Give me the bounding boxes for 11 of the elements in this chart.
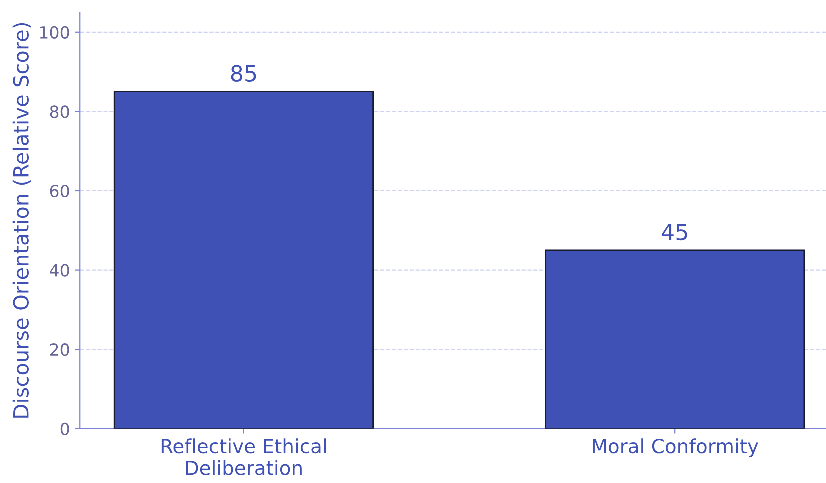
data-label: 85 <box>231 65 256 82</box>
y-tick-label: 60 <box>50 184 70 198</box>
data-label: 45 <box>662 224 688 241</box>
y-axis-title: Discourse Orientation (Relative Score) <box>12 23 32 418</box>
y-tick-label: 40 <box>50 264 70 277</box>
y-tick-label: 80 <box>50 106 70 118</box>
x-tick-label: Reflective Ethical Deliberation <box>162 438 326 476</box>
y-tick-label: 0 <box>60 422 70 436</box>
x-tick-label: Moral Conformity <box>593 438 758 458</box>
y-tick-label: 20 <box>50 344 70 356</box>
y-tick-label: 100 <box>40 26 70 39</box>
